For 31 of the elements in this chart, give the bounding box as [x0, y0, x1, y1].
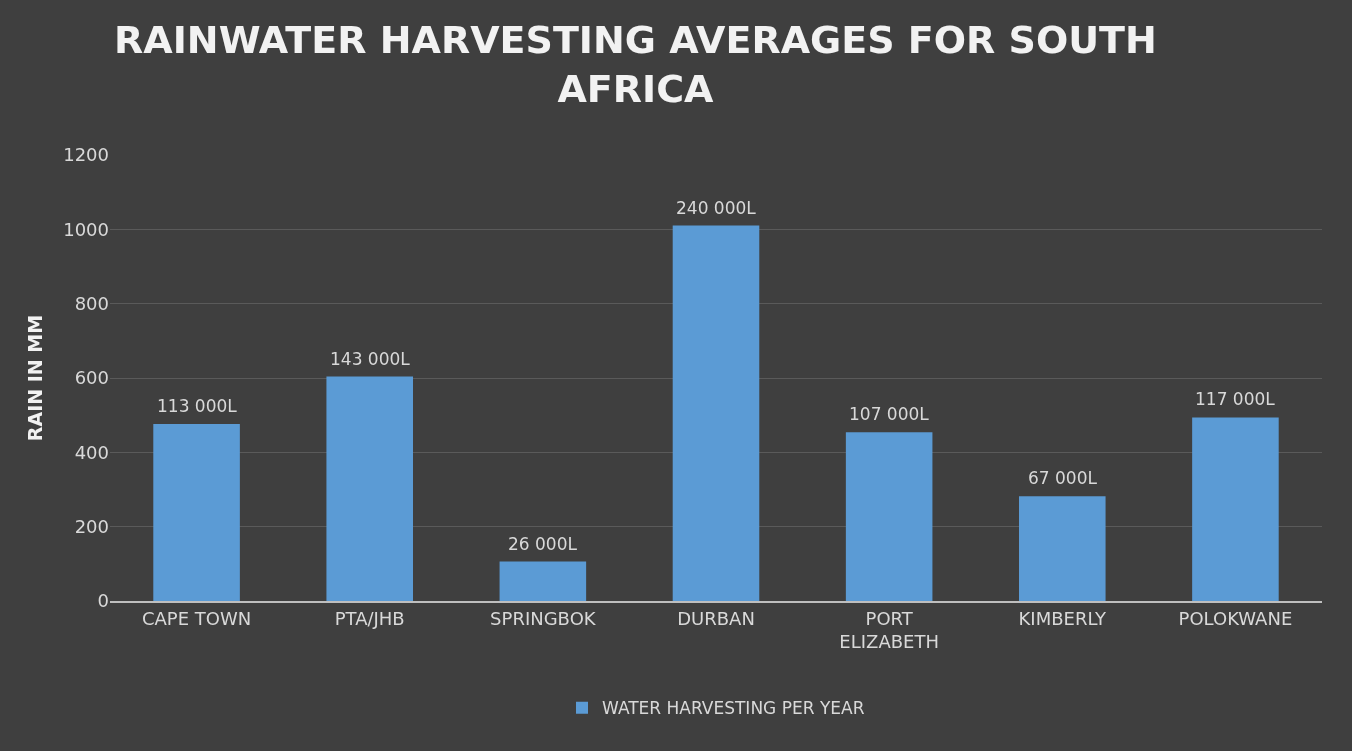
bar — [153, 424, 240, 601]
y-tick-label: 1000 — [63, 218, 109, 240]
bar — [1192, 417, 1279, 601]
annotation: 240 000L — [676, 198, 757, 218]
y-tick-label: 1200 — [63, 144, 109, 166]
bar — [1019, 496, 1106, 601]
y-tick-label: 200 — [74, 515, 109, 537]
x-tick-label: DURBAN — [677, 607, 755, 629]
x-tick-label: KIMBERLY — [1018, 607, 1108, 629]
y-axis-title: RAIN IN MM — [24, 314, 47, 442]
bar — [672, 225, 760, 601]
x-tick-label: PORT ELIZABETH — [839, 607, 939, 652]
legend-label: WATER HARVESTING PER YEAR — [602, 698, 865, 719]
x-tick-label: PTA/JHB — [334, 607, 405, 629]
y-tick-label: 0 — [97, 590, 109, 612]
bar — [326, 376, 413, 601]
y-tick-label: 400 — [74, 441, 109, 463]
x-tick-label: CAPE TOWN — [141, 607, 252, 629]
bar — [845, 432, 933, 601]
annotation: 113 000L — [157, 396, 238, 416]
annotation: 67 000L — [1028, 468, 1098, 488]
y-tick-label: 600 — [74, 367, 109, 389]
annotation: 26 000L — [508, 534, 578, 554]
annotation: 143 000L — [330, 349, 411, 369]
chart-title: RAINWATER HARVESTING AVERAGES FOR SOUTH AFRICA — [114, 17, 1157, 111]
x-tick-label: POLOKWANE — [1178, 607, 1293, 629]
x-tick-label: SPRINGBOK — [490, 607, 597, 629]
y-tick-label: 800 — [74, 292, 109, 314]
bar — [499, 561, 587, 601]
annotation: 107 000L — [849, 404, 930, 424]
annotation: 117 000L — [1195, 389, 1276, 409]
